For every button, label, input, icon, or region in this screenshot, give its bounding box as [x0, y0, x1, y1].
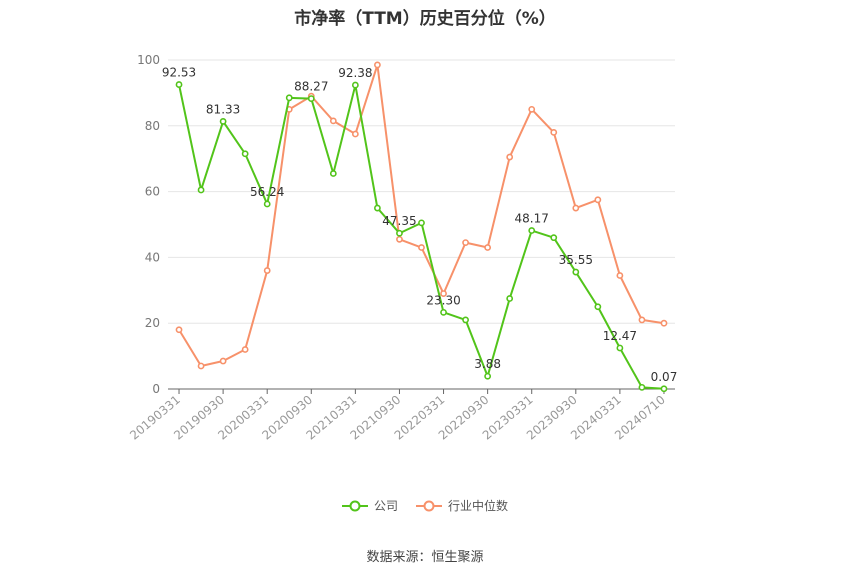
- legend-item-company[interactable]: 公司: [341, 497, 398, 514]
- legend-industry-label: 行业中位数: [448, 499, 509, 513]
- data-point-company: [197, 186, 205, 194]
- data-label: 92.53: [162, 66, 196, 80]
- data-point-company: [572, 268, 580, 276]
- data-point-industry: [241, 346, 249, 353]
- data-label: 92.38: [338, 66, 372, 80]
- data-point-industry: [374, 61, 381, 69]
- data-label: 81.33: [206, 102, 240, 116]
- data-label: 88.27: [294, 80, 328, 94]
- data-point-industry: [175, 326, 183, 334]
- data-point-company: [241, 150, 249, 158]
- legend: 公司 行业中位数: [0, 497, 850, 514]
- data-label: 3.88: [474, 357, 501, 371]
- series-line-company: [178, 84, 665, 390]
- data-point-company: [219, 118, 227, 125]
- data-point-company: [351, 81, 359, 89]
- data-point-company: [660, 385, 668, 393]
- data-point-industry: [263, 267, 271, 274]
- data-point-company: [528, 227, 536, 234]
- data-point-company: [440, 308, 447, 316]
- data-point-industry: [462, 239, 469, 246]
- data-point-industry: [396, 235, 403, 243]
- data-point-industry: [594, 196, 602, 204]
- y-tick-label: 20: [145, 316, 160, 330]
- grid-layer: [168, 59, 675, 324]
- data-label: 47.35: [382, 214, 416, 228]
- data-point-industry: [550, 128, 558, 136]
- data-point-company: [616, 344, 624, 352]
- data-label: 48.17: [515, 212, 549, 226]
- chart-title: 市净率（TTM）历史百分位（%）: [294, 9, 556, 29]
- data-point-industry: [572, 204, 580, 212]
- data-label: 56.24: [250, 185, 284, 199]
- data-point-company: [484, 372, 492, 380]
- data-point-industry: [418, 244, 425, 251]
- data-point-industry: [329, 117, 337, 125]
- data-point-company: [594, 303, 602, 311]
- data-point-industry: [616, 272, 624, 279]
- y-tick-label: 60: [145, 185, 160, 199]
- data-source: 数据来源：恒生聚源: [366, 550, 484, 565]
- data-point-company: [462, 316, 469, 324]
- data-point-company: [285, 94, 293, 102]
- series-layer: [175, 61, 668, 393]
- legend-item-industry[interactable]: 行业中位数: [416, 497, 508, 514]
- data-point-industry: [528, 105, 536, 113]
- series-line-industry: [178, 63, 665, 367]
- data-point-company: [329, 170, 337, 177]
- data-point-company: [506, 295, 514, 302]
- data-label: 35.55: [559, 253, 593, 267]
- data-point-industry: [660, 319, 668, 327]
- legend-industry-icon: [416, 500, 442, 511]
- y-tick-label: 80: [145, 119, 160, 133]
- data-point-industry: [484, 244, 492, 251]
- data-point-company: [396, 229, 403, 237]
- data-point-company: [374, 204, 381, 212]
- data-point-industry: [219, 357, 227, 365]
- legend-company-icon: [341, 500, 368, 511]
- data-label-layer: 92.53 81.33 56.24 88.27 92.38 47.35 23.30 3.88 4…: [162, 66, 677, 384]
- data-point-industry: [506, 153, 514, 161]
- data-label: 23.30: [426, 293, 460, 307]
- y-tick-label: 100: [137, 53, 160, 67]
- data-point-industry: [638, 316, 646, 324]
- y-tick-label: 0: [152, 382, 160, 396]
- data-point-company: [638, 383, 646, 391]
- data-label: 0.07: [651, 370, 678, 384]
- data-point-company: [263, 200, 271, 208]
- data-point-company: [175, 81, 183, 88]
- data-point-industry: [351, 130, 359, 138]
- data-point-company: [550, 234, 558, 242]
- legend-company-label: 公司: [373, 499, 398, 513]
- data-point-industry: [440, 290, 447, 297]
- data-point-industry: [197, 362, 205, 370]
- data-point-company: [307, 95, 315, 102]
- y-tick-label: 40: [145, 250, 160, 264]
- data-point-company: [418, 219, 425, 227]
- data-label: 12.47: [603, 329, 637, 343]
